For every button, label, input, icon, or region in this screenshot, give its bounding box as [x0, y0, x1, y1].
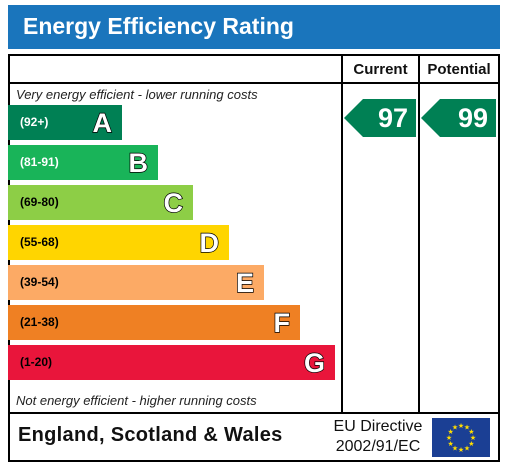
- band-c: (69-80) C: [8, 185, 193, 220]
- region-label: England, Scotland & Wales: [18, 424, 283, 446]
- potential-rating-arrow-value: 99: [457, 103, 488, 133]
- star-icon: ★: [458, 446, 464, 454]
- band-letter: G: [303, 347, 325, 378]
- potential-column-header: Potential: [427, 61, 491, 78]
- current-rating-arrow: 97: [344, 99, 416, 137]
- band-range-label: (92+): [20, 115, 49, 129]
- top-note: Very energy efficient - lower running co…: [16, 87, 258, 102]
- band-letter: F: [273, 307, 291, 338]
- directive-line1: EU Directive: [333, 418, 423, 435]
- footer-divider: [8, 412, 500, 414]
- directive-line2: 2002/91/EC: [335, 438, 421, 455]
- band-letter: C: [163, 187, 184, 218]
- band-range-label: (39-54): [20, 275, 59, 289]
- band-range-label: (1-20): [20, 355, 53, 369]
- band-letter: D: [199, 227, 220, 258]
- band-range-label: (81-91): [20, 155, 59, 169]
- band-letter: B: [128, 147, 149, 178]
- star-icon: ★: [464, 424, 470, 432]
- current-column-header: Current: [353, 61, 408, 78]
- band-b: (81-91) B: [8, 145, 158, 180]
- column-divider-current: [341, 54, 343, 412]
- band-range-label: (21-38): [20, 315, 59, 329]
- potential-rating-arrow: 99: [421, 99, 496, 137]
- column-divider-potential: [418, 54, 420, 412]
- current-rating-arrow-value: 97: [377, 103, 408, 133]
- star-icon: ★: [468, 428, 474, 436]
- band-a: (92+) A: [8, 105, 122, 140]
- header-divider: [8, 82, 500, 84]
- star-icon: ★: [464, 444, 470, 452]
- star-icon: ★: [468, 440, 474, 448]
- title-bar: Energy Efficiency Rating: [8, 5, 500, 49]
- chart-title: Energy Efficiency Rating: [23, 13, 294, 39]
- star-icon: ★: [470, 434, 476, 442]
- band-g: (1-20) G: [8, 345, 335, 380]
- star-icon: ★: [446, 434, 452, 442]
- band-f: (21-38) F: [8, 305, 300, 340]
- band-e: (39-54) E: [8, 265, 264, 300]
- band-d: (55-68) D: [8, 225, 229, 260]
- band-letter: E: [235, 267, 254, 298]
- star-icon: ★: [452, 424, 458, 432]
- eu-flag-icon: ★ ★ ★ ★ ★ ★ ★ ★ ★ ★ ★ ★: [432, 418, 490, 457]
- band-letter: A: [92, 107, 113, 138]
- star-icon: ★: [452, 444, 458, 452]
- star-icon: ★: [447, 440, 453, 448]
- star-icon: ★: [447, 428, 453, 436]
- bottom-note: Not energy efficient - higher running co…: [16, 393, 257, 408]
- current-rating-arrow-shape: [344, 99, 416, 137]
- star-icon: ★: [458, 422, 464, 430]
- potential-rating-arrow-shape: [421, 99, 496, 137]
- band-range-label: (69-80): [20, 195, 59, 209]
- band-range-label: (55-68): [20, 235, 59, 249]
